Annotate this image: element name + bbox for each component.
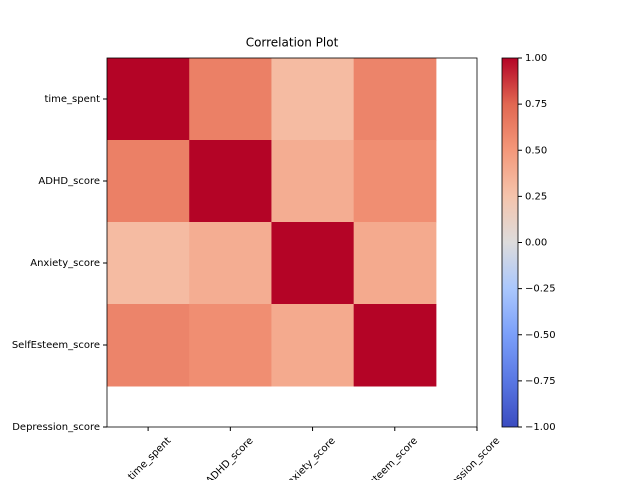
heatmap-cell bbox=[189, 58, 272, 141]
heatmap-cell bbox=[107, 58, 190, 141]
colorbar-tick-label: 1.00 bbox=[525, 53, 547, 64]
colorbar-tick-label: −0.75 bbox=[525, 376, 556, 387]
heatmap-cell bbox=[271, 304, 355, 387]
axes-frame bbox=[106, 57, 478, 428]
heatmap-cell bbox=[353, 222, 437, 305]
colorbar-tick-label: −1.00 bbox=[525, 422, 556, 433]
heatmap-cell bbox=[107, 140, 190, 223]
colorbar-tick-label: 0.75 bbox=[525, 99, 547, 110]
colorbar-tick-label: −0.25 bbox=[525, 284, 556, 295]
y-tick-label: SelfEsteem_score bbox=[12, 340, 100, 351]
heatmap-cell bbox=[107, 304, 190, 387]
colorbar bbox=[501, 57, 519, 428]
x-tick-label: Depression_score bbox=[432, 435, 502, 480]
colorbar-tick-label: 0.50 bbox=[525, 145, 547, 156]
heatmap-cell bbox=[353, 140, 437, 223]
colorbar-tick-label: 0.25 bbox=[525, 191, 547, 202]
heatmap-cell bbox=[189, 222, 272, 305]
y-tick-label: time_spent bbox=[44, 94, 100, 105]
heatmap-cell bbox=[107, 222, 190, 305]
heatmap-cell bbox=[189, 140, 272, 223]
x-tick-label: Anxiety_score bbox=[281, 435, 338, 480]
heatmap-cell bbox=[353, 58, 437, 141]
chart-title: Correlation Plot bbox=[246, 36, 339, 50]
x-tick-label: ADHD_score bbox=[204, 435, 255, 480]
heatmap-cell bbox=[271, 222, 355, 305]
y-tick-label: ADHD_score bbox=[38, 176, 100, 187]
heatmap-cell bbox=[353, 304, 437, 387]
y-tick-label: Anxiety_score bbox=[30, 258, 100, 269]
x-tick-label: SelfEsteem_score bbox=[350, 435, 420, 480]
x-tick-label: time_spent bbox=[126, 435, 173, 480]
y-tick-label: Depression_score bbox=[12, 422, 100, 433]
heatmap-cell bbox=[271, 58, 355, 141]
colorbar-tick-label: 0.00 bbox=[525, 238, 547, 249]
colorbar-tick-label: −0.50 bbox=[525, 330, 556, 341]
heatmap-cell bbox=[189, 304, 272, 387]
heatmap-cell bbox=[271, 140, 355, 223]
